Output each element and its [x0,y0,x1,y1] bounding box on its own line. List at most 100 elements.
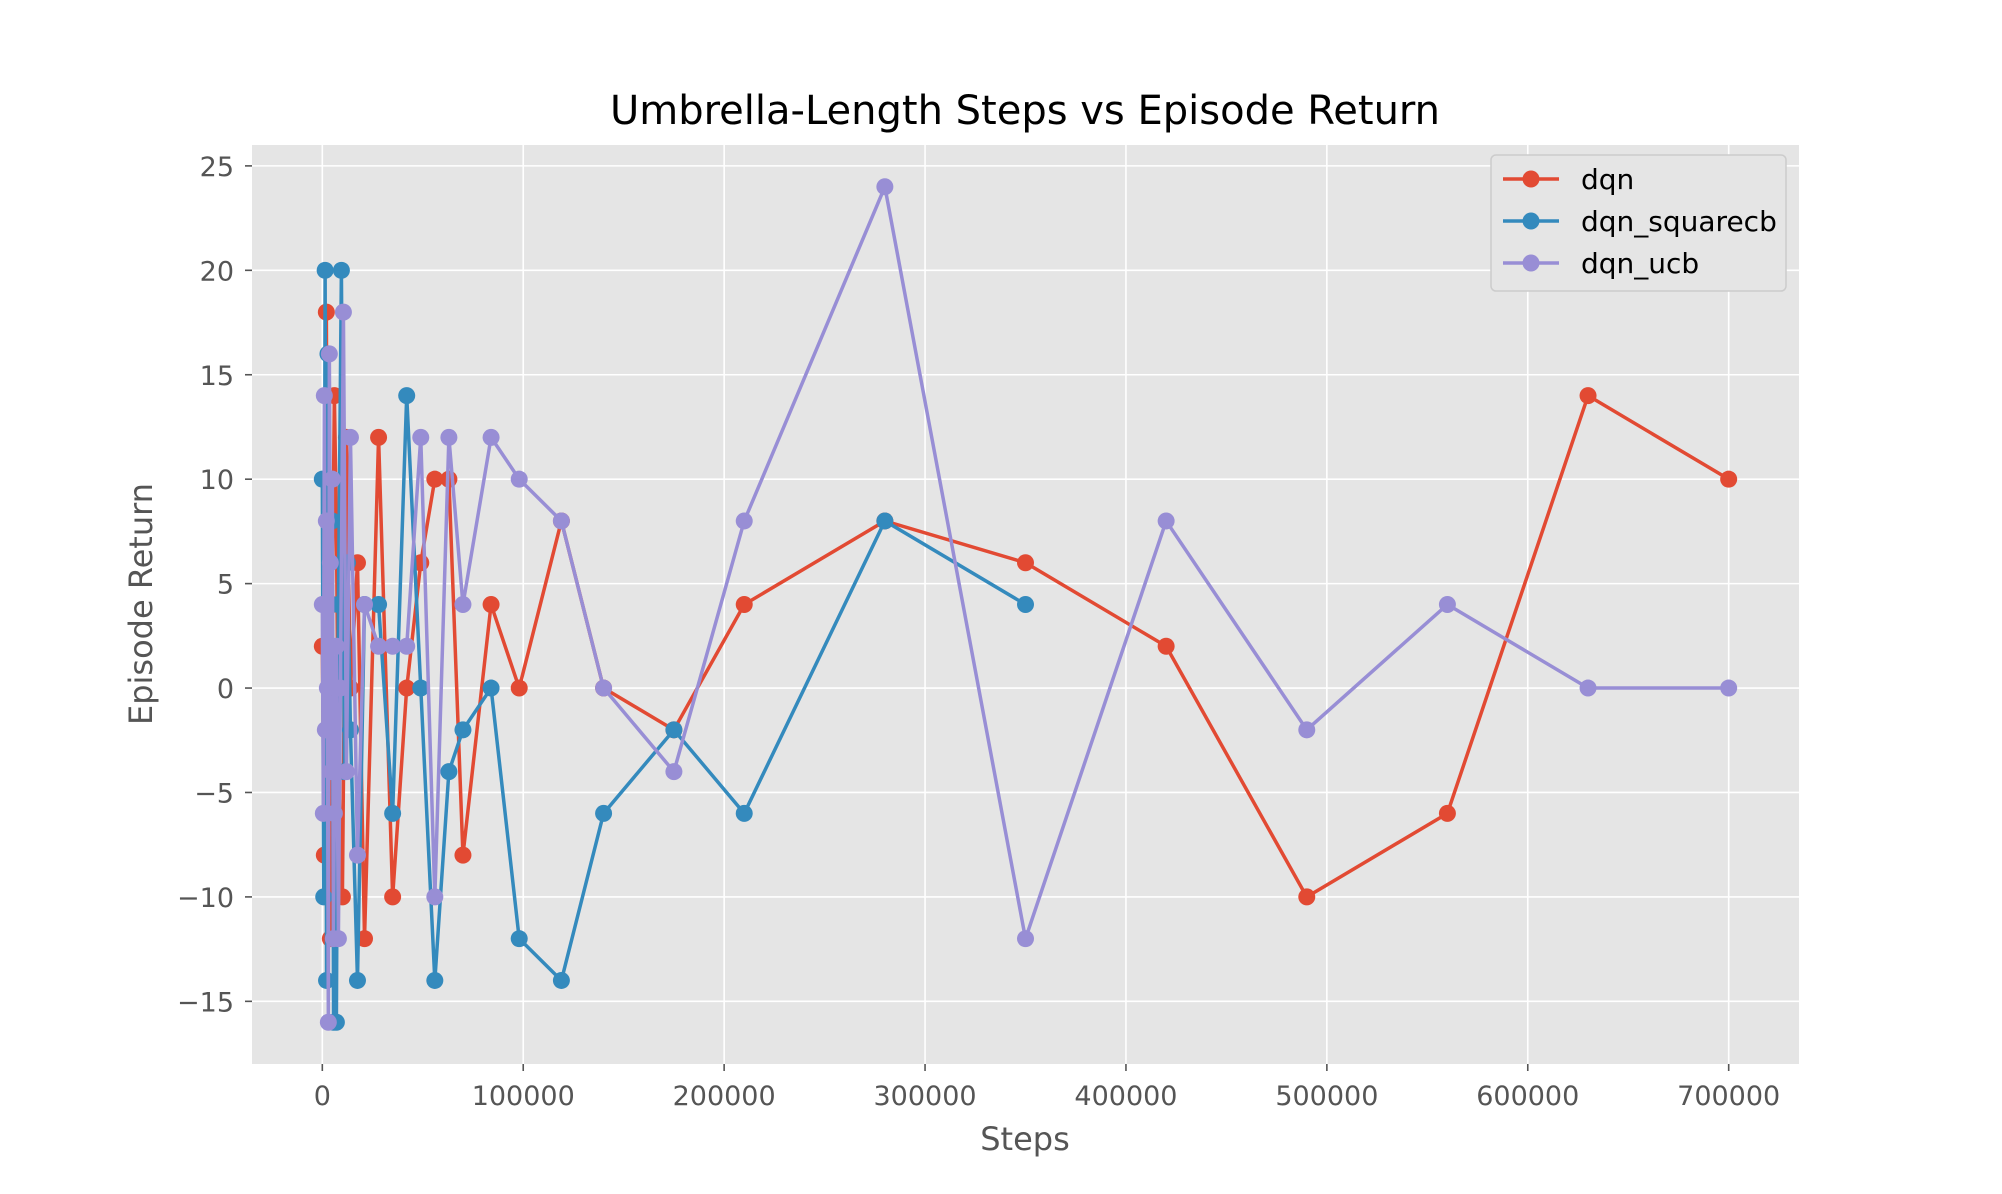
legend-label: dqn_squarecb [1581,205,1777,238]
data-point [735,804,753,822]
data-point [482,428,500,446]
y-tick-label: 0 [217,674,234,705]
x-tick-label: 500000 [1275,1081,1378,1112]
data-point [315,387,333,405]
data-point [1298,721,1316,739]
data-point [329,930,347,948]
legend-label: dqn [1581,163,1634,196]
data-point [384,637,402,655]
data-point [440,428,458,446]
data-point [552,971,570,989]
x-tick-label: 200000 [673,1081,776,1112]
data-point [1157,637,1175,655]
data-point [665,721,683,739]
data-point [426,470,444,488]
y-tick-label: −15 [177,987,234,1018]
y-tick-label: 25 [200,152,234,183]
y-tick-label: 20 [200,256,234,287]
data-point [482,596,500,613]
data-point [454,846,472,864]
data-point [412,428,430,446]
data-point [426,888,444,906]
y-tick-label: 5 [217,570,234,601]
data-point [595,804,613,822]
data-point [332,261,350,279]
legend-marker [1522,212,1540,230]
x-tick-label: 600000 [1476,1081,1579,1112]
data-point [454,721,472,739]
legend: dqn dqn_squarecb dqn_ucb [1490,154,1787,292]
series-layer [313,178,1738,1031]
data-point [552,512,570,530]
data-point [1017,596,1034,613]
x-tick-label: 100000 [472,1081,575,1112]
data-point [384,804,402,822]
data-point [510,679,528,697]
data-point [316,261,334,279]
data-point [370,637,388,655]
data-point [665,763,683,781]
data-point [370,596,388,613]
x-axis-label: Steps [980,1120,1070,1158]
data-point [426,971,444,989]
data-point [323,470,341,488]
data-point [318,679,336,697]
data-point [334,303,352,321]
legend-item: dqn_squarecb [1503,205,1777,238]
data-point [316,721,334,739]
data-point [348,971,366,989]
data-point [398,637,416,655]
data-point [482,679,500,697]
data-point [454,596,472,613]
data-point [313,596,331,613]
data-point [1017,554,1034,572]
data-point [1438,804,1456,822]
data-point [327,637,345,655]
data-point [1579,387,1597,405]
y-tick-label: −10 [177,883,234,914]
data-point [398,387,416,405]
data-point [1720,470,1738,488]
data-point [398,679,416,697]
y-axis-label: Episode Return [122,483,160,725]
data-point [876,512,894,530]
x-tick-label: 400000 [1074,1081,1177,1112]
data-point [384,888,402,906]
data-point [322,763,340,781]
data-point [510,930,528,948]
x-tick-label: 300000 [874,1081,977,1112]
data-point [320,345,338,363]
data-point [356,596,374,613]
chart-title: Umbrella-Length Steps vs Episode Return [610,88,1440,134]
data-point [331,679,349,697]
ticks: 0 100000 200000 300000 400000 500000 600000 700… [177,152,1780,1112]
y-tick-label: 15 [200,361,234,392]
data-point [317,512,335,530]
data-point [1017,930,1034,948]
data-point [341,428,359,446]
data-point [348,846,366,864]
data-point [325,804,343,822]
data-point [337,763,355,781]
legend-label: dqn_ucb [1581,247,1699,280]
data-point [440,763,458,781]
data-point [876,178,894,196]
data-point [412,679,430,697]
legend-item: dqn [1503,163,1634,196]
legend-marker [1522,254,1540,272]
data-point [319,1013,337,1031]
data-point [735,596,753,613]
x-tick-label: 0 [314,1081,331,1112]
data-point [321,554,339,572]
data-point [370,428,388,446]
data-point [1720,679,1738,697]
data-point [595,679,613,697]
series-dqn-ucb [313,178,1738,1031]
data-point [1298,888,1316,906]
data-point [510,470,528,488]
data-point [1157,512,1175,530]
data-point [1438,596,1456,613]
legend-item: dqn_ucb [1503,247,1699,280]
y-tick-label: 10 [200,465,234,496]
